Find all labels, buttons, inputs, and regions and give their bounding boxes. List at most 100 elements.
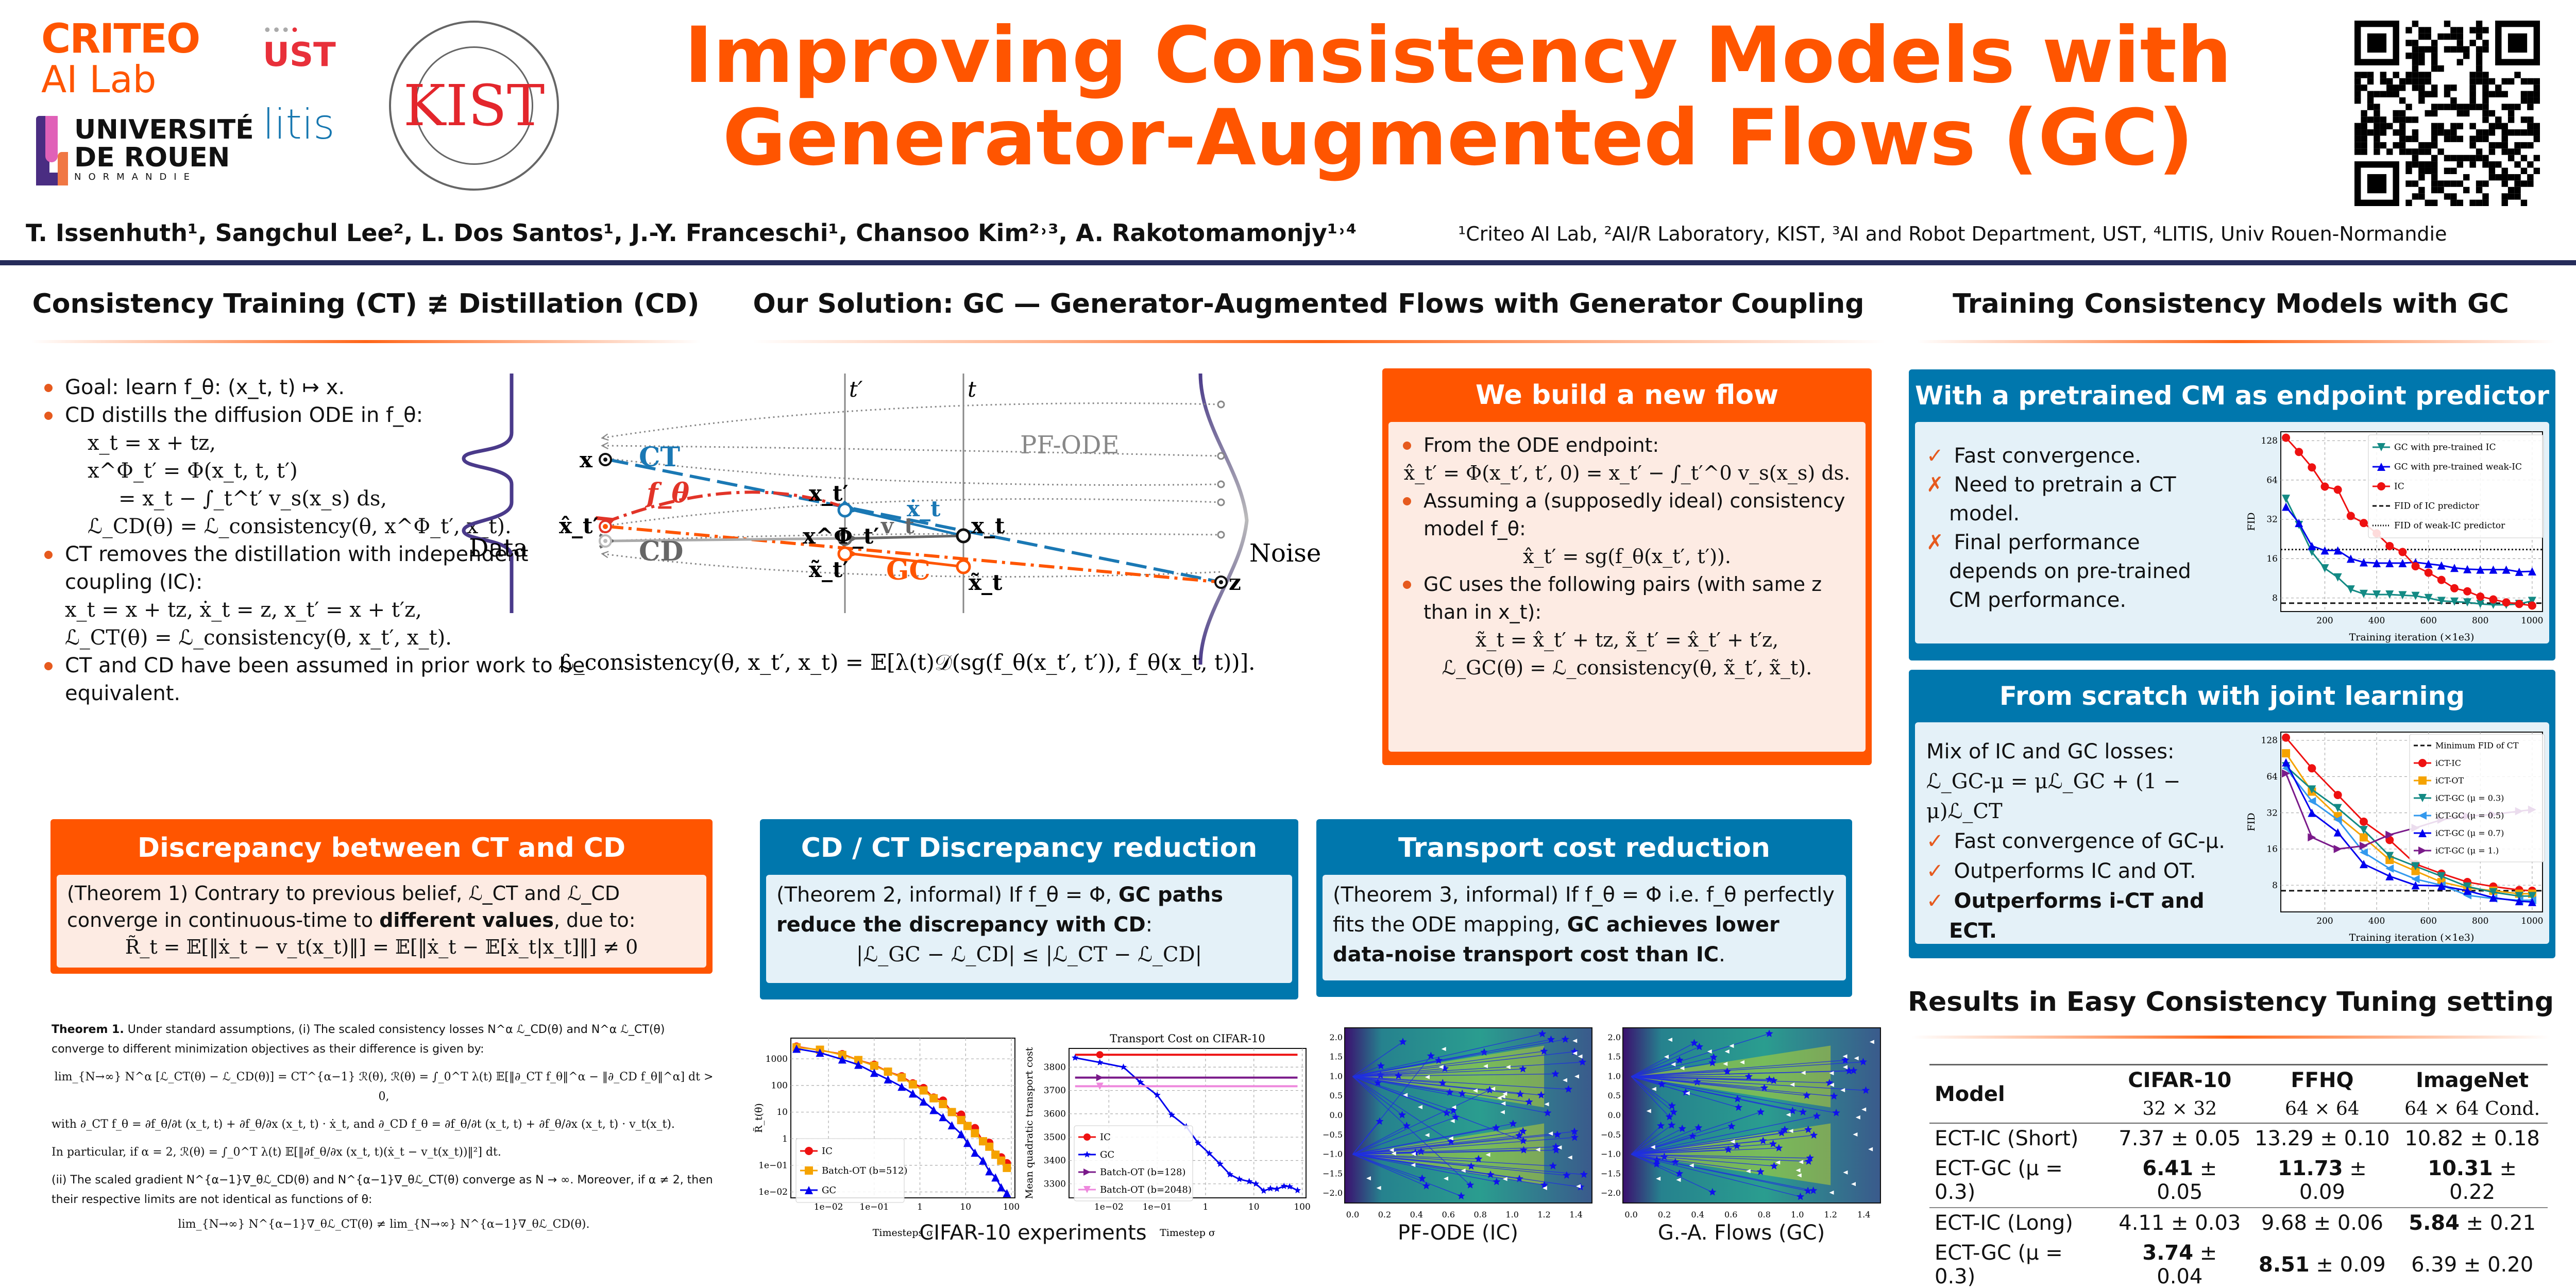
data-point — [1216, 1160, 1224, 1167]
qr-module — [2380, 78, 2387, 85]
qr-module — [2507, 193, 2515, 200]
data-point — [2398, 558, 2407, 567]
flow-arrow — [1563, 1078, 1568, 1082]
x-tick-label: 10 — [1248, 1202, 1260, 1212]
x-tick-label: 0.8 — [1473, 1210, 1486, 1219]
trajectory-line — [1352, 1076, 1541, 1096]
results-value-cell: 3.74 ± 0.04 — [2142, 1241, 2217, 1288]
data-point — [2359, 860, 2368, 869]
data-point — [929, 1094, 938, 1103]
qr-module — [2374, 142, 2380, 149]
data-point — [1509, 1120, 1517, 1127]
qr-module — [2399, 142, 2406, 149]
transport-box-body: (Theorem 3, informal) If f_θ = Φ i.e. f_… — [1323, 875, 1846, 980]
qr-module — [2431, 199, 2438, 206]
flow-arrow — [1389, 1148, 1394, 1153]
legend-label: IC — [1100, 1132, 1111, 1143]
qr-module — [2501, 129, 2508, 136]
data-point — [1434, 1056, 1443, 1064]
data-point — [2359, 817, 2368, 826]
qr-module — [2488, 91, 2496, 97]
data-point — [1658, 1080, 1666, 1088]
data-point — [2476, 592, 2485, 601]
qr-module — [2456, 27, 2464, 33]
data-point — [919, 1086, 928, 1095]
flow-arrow — [1829, 1082, 1834, 1087]
flow-arrow — [1801, 1071, 1806, 1075]
legend-label: GC with pre-trained IC — [2394, 443, 2496, 453]
data-point — [838, 1050, 846, 1059]
trajectory-line — [1352, 1154, 1567, 1176]
trajectory-line — [1631, 1129, 1785, 1155]
qr-module — [2482, 116, 2489, 123]
series-gc-with-pre-trained-ic — [2282, 495, 2536, 609]
data-point — [1675, 1056, 1684, 1064]
x-tick-label: 200 — [2316, 916, 2333, 926]
qr-module — [2444, 84, 2451, 91]
qr-module — [2412, 53, 2419, 59]
qr-module — [2444, 91, 2451, 97]
qr-module — [2482, 97, 2489, 104]
qr-module — [2418, 161, 2425, 168]
qr-module — [2463, 187, 2470, 194]
logo-group: CRITEO AI Lab •••• UST litis UNIVERSITÉ … — [31, 15, 598, 222]
qr-module — [2507, 187, 2515, 194]
bullet-cd: CD distills the diffusion ODE in f_θ: — [41, 401, 598, 429]
data-point — [1443, 1109, 1451, 1116]
data-point — [2346, 512, 2355, 520]
data-point — [2385, 831, 2394, 839]
qr-code-icon[interactable] — [2354, 21, 2540, 206]
scratch-box-body: Mix of IC and GC losses: ℒ_GC-μ = μℒ_GC … — [1915, 722, 2549, 944]
x-tick-label: 1e−02 — [1094, 1202, 1124, 1212]
data-point — [1537, 1091, 1546, 1099]
solution-section-title: Our Solution: GC — Generator-Augmented F… — [753, 289, 1865, 319]
x-t-point — [956, 528, 971, 544]
results-row: ECT-GC (μ = 0.3) 6.41 ± 0.05 11.73 ± 0.09 1… — [1929, 1154, 2548, 1208]
y-axis-label: FID — [2246, 513, 2257, 531]
flow-arrow — [1853, 1132, 1858, 1137]
data-point — [908, 1080, 917, 1089]
trajectory-line — [1352, 1050, 1544, 1077]
qr-module — [2520, 180, 2528, 187]
flow-arrow — [1676, 1178, 1681, 1182]
qr-module — [2450, 27, 2457, 33]
scratch-box-title: From scratch with joint learning — [1999, 681, 2465, 711]
data-point — [1708, 1188, 1717, 1196]
qr-module — [2418, 167, 2425, 174]
flow-arrow — [1548, 1131, 1553, 1136]
qr-module — [2456, 199, 2464, 206]
theorem-eq-limit: lim_{N→∞} N^α [ℒ_CT(θ) − ℒ_CD(θ)] = CT^{… — [54, 1071, 714, 1103]
data-point — [1206, 1149, 1213, 1157]
data-point — [2377, 463, 2385, 471]
qr-module — [2412, 46, 2419, 53]
data-point — [2418, 776, 2427, 785]
data-point — [2372, 558, 2381, 567]
data-point — [1449, 1106, 1458, 1114]
data-point — [1561, 1035, 1569, 1043]
qr-module — [2399, 116, 2406, 123]
data-point — [1765, 1029, 1773, 1037]
flow-arrow — [1829, 1190, 1834, 1195]
qr-module — [2393, 142, 2399, 149]
data-point — [1544, 1109, 1552, 1116]
flow-arrow — [1842, 1054, 1848, 1059]
criteo-logo: CRITEO AI Lab — [41, 19, 200, 100]
data-point — [1168, 1111, 1176, 1118]
legend-label: IC — [2394, 482, 2404, 492]
series-batch-ot-b-2048- — [1075, 1082, 1298, 1090]
trajectory-line — [1631, 1076, 1837, 1113]
qr-module — [2361, 135, 2367, 142]
rouen-u-icon — [36, 116, 68, 185]
qr-module — [2399, 135, 2406, 142]
qr-module — [2495, 174, 2502, 181]
qr-module — [2418, 97, 2425, 104]
trajectory-line — [1631, 1154, 1657, 1165]
qr-module — [2469, 199, 2476, 206]
legend-label: GC — [822, 1185, 836, 1196]
data-point — [1252, 1180, 1260, 1187]
data-point — [1830, 1092, 1838, 1100]
qr-module — [2450, 135, 2457, 142]
qr-module — [2456, 135, 2464, 142]
data-point — [1083, 1133, 1091, 1141]
flow-arrow — [1729, 1044, 1734, 1048]
